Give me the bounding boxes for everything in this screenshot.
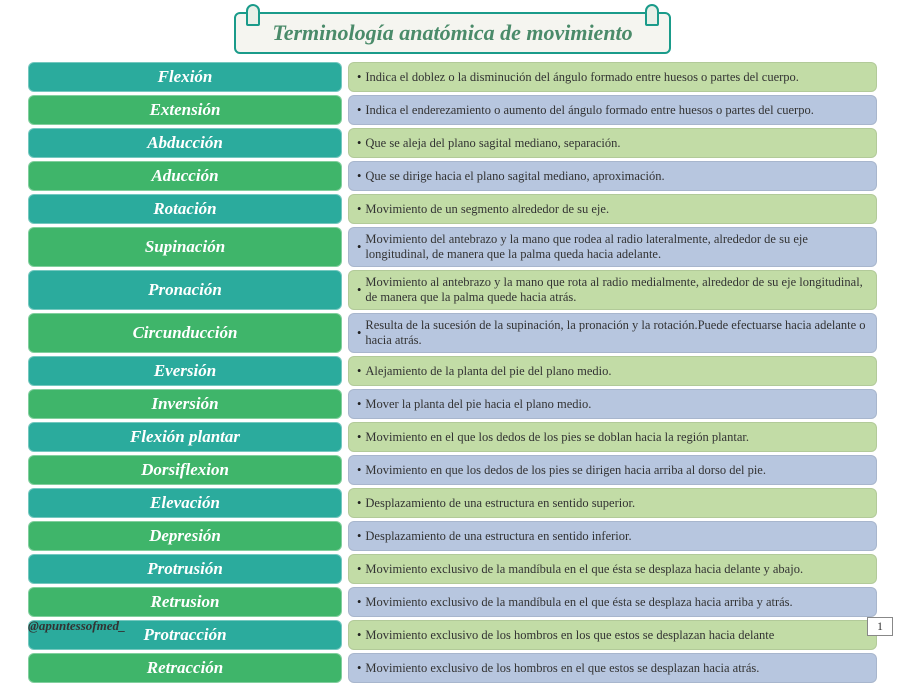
desc-cell: Movimiento de un segmento alrededor de s… — [348, 194, 877, 224]
desc-cell: Indica el doblez o la disminución del án… — [348, 62, 877, 92]
table-row: ExtensiónIndica el enderezamiento o aume… — [28, 95, 877, 125]
page-number: 1 — [867, 617, 893, 636]
desc-cell: Desplazamiento de una estructura en sent… — [348, 488, 877, 518]
table-row: InversiónMover la planta del pie hacia e… — [28, 389, 877, 419]
table-row: RetrusionMovimiento exclusivo de la mand… — [28, 587, 877, 617]
desc-cell: Que se dirige hacia el plano sagital med… — [348, 161, 877, 191]
term-cell: Supinación — [28, 227, 342, 267]
desc-cell: Movimiento exclusivo de la mandíbula en … — [348, 554, 877, 584]
term-cell: Retracción — [28, 653, 342, 683]
desc-cell: Mover la planta del pie hacia el plano m… — [348, 389, 877, 419]
term-cell: Flexión plantar — [28, 422, 342, 452]
title-text: Terminología anatómica de movimiento — [272, 20, 632, 45]
desc-cell: Movimiento del antebrazo y la mano que r… — [348, 227, 877, 267]
table-row: Flexión plantarMovimiento en el que los … — [28, 422, 877, 452]
desc-cell: Resulta de la sucesión de la supinación,… — [348, 313, 877, 353]
term-cell: Circunducción — [28, 313, 342, 353]
term-cell: Depresión — [28, 521, 342, 551]
table-row: RotaciónMovimiento de un segmento alrede… — [28, 194, 877, 224]
term-cell: Dorsiflexion — [28, 455, 342, 485]
title-container: Terminología anatómica de movimiento — [0, 0, 905, 62]
desc-cell: Alejamiento de la planta del pie del pla… — [348, 356, 877, 386]
table-row: AbducciónQue se aleja del plano sagital … — [28, 128, 877, 158]
table-row: EversiónAlejamiento de la planta del pie… — [28, 356, 877, 386]
desc-cell: Desplazamiento de una estructura en sent… — [348, 521, 877, 551]
desc-cell: Indica el enderezamiento o aumento del á… — [348, 95, 877, 125]
term-cell: Eversión — [28, 356, 342, 386]
desc-cell: Movimiento exclusivo de la mandíbula en … — [348, 587, 877, 617]
table-row: PronaciónMovimiento al antebrazo y la ma… — [28, 270, 877, 310]
desc-cell: Movimiento exclusivo de los hombros en l… — [348, 620, 877, 650]
desc-cell: Movimiento en que los dedos de los pies … — [348, 455, 877, 485]
clip-icon — [645, 4, 659, 26]
table-row: ProtracciónMovimiento exclusivo de los h… — [28, 620, 877, 650]
desc-cell: Movimiento exclusivo de los hombros en e… — [348, 653, 877, 683]
term-cell: Elevación — [28, 488, 342, 518]
desc-cell: Movimiento al antebrazo y la mano que ro… — [348, 270, 877, 310]
table-row: ElevaciónDesplazamiento de una estructur… — [28, 488, 877, 518]
term-cell: Retrusion — [28, 587, 342, 617]
desc-cell: Que se aleja del plano sagital mediano, … — [348, 128, 877, 158]
table-row: AducciónQue se dirige hacia el plano sag… — [28, 161, 877, 191]
term-cell: Aducción — [28, 161, 342, 191]
term-cell: Inversión — [28, 389, 342, 419]
term-cell: Rotación — [28, 194, 342, 224]
terms-table: FlexiónIndica el doblez o la disminución… — [0, 62, 905, 683]
term-cell: Extensión — [28, 95, 342, 125]
table-row: CircunducciónResulta de la sucesión de l… — [28, 313, 877, 353]
table-row: FlexiónIndica el doblez o la disminución… — [28, 62, 877, 92]
term-cell: Pronación — [28, 270, 342, 310]
table-row: RetracciónMovimiento exclusivo de los ho… — [28, 653, 877, 683]
footer-handle: @apuntessofmed_ — [28, 618, 126, 634]
term-cell: Flexión — [28, 62, 342, 92]
desc-cell: Movimiento en el que los dedos de los pi… — [348, 422, 877, 452]
table-row: SupinaciónMovimiento del antebrazo y la … — [28, 227, 877, 267]
table-row: DorsiflexionMovimiento en que los dedos … — [28, 455, 877, 485]
term-cell: Protrusión — [28, 554, 342, 584]
page-title: Terminología anatómica de movimiento — [234, 12, 670, 54]
clip-icon — [246, 4, 260, 26]
table-row: DepresiónDesplazamiento de una estructur… — [28, 521, 877, 551]
term-cell: Abducción — [28, 128, 342, 158]
table-row: ProtrusiónMovimiento exclusivo de la man… — [28, 554, 877, 584]
